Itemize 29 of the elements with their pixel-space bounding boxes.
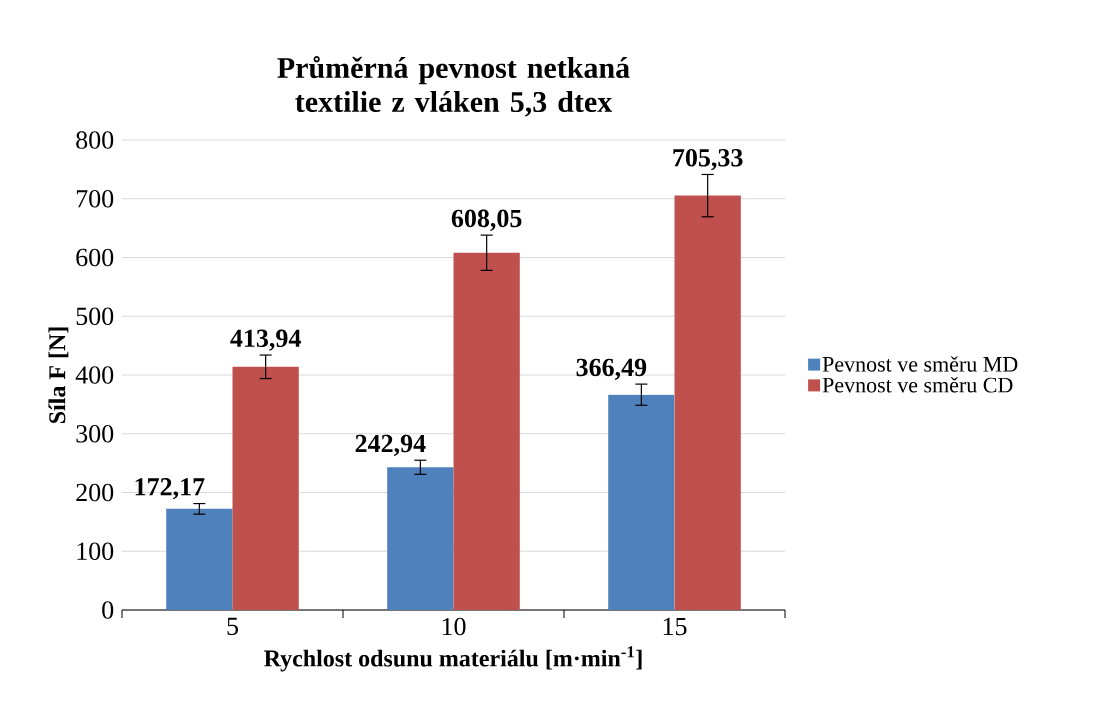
x-tick-label: 10 (442, 617, 466, 636)
legend-label: Pevnost ve směru CD (822, 377, 1013, 393)
y-tick-label: 400 (75, 366, 114, 384)
y-tick-label: 100 (77, 542, 114, 561)
bar (608, 394, 675, 610)
y-axis-title: Síla F [N] (48, 327, 69, 424)
bar (166, 508, 233, 610)
y-tick-label: 800 (76, 131, 114, 149)
x-axis-title: Rychlost odsunu materiálu [m·min$^{-1}$] (264, 646, 642, 672)
data-label: 366,49 (576, 358, 647, 380)
y-tick-label: 600 (76, 248, 114, 267)
y-tick-label: 500 (76, 307, 114, 326)
chart-title: Průměrná pevnost netkaná textilie z vláken 5,3 dtex (277, 56, 630, 117)
data-label: 608,05 (451, 209, 522, 231)
bar (232, 366, 299, 610)
x-tick-label: 15 (663, 617, 687, 636)
bar (674, 195, 741, 610)
x-tick-label: 5 (227, 617, 238, 636)
data-label: 705,33 (673, 148, 743, 171)
bar (387, 467, 454, 610)
y-tick-label: 200 (76, 483, 114, 502)
y-tick-label: 700 (76, 189, 114, 208)
y-tick-label: 0 (102, 601, 114, 619)
data-label: 413,94 (230, 329, 301, 351)
data-label: 242,94 (355, 434, 426, 457)
y-tick-label: 300 (76, 424, 114, 443)
data-label: 172,17 (135, 478, 205, 500)
legend-label: Pevnost ve směru MD (822, 356, 1018, 372)
bar (453, 252, 520, 610)
